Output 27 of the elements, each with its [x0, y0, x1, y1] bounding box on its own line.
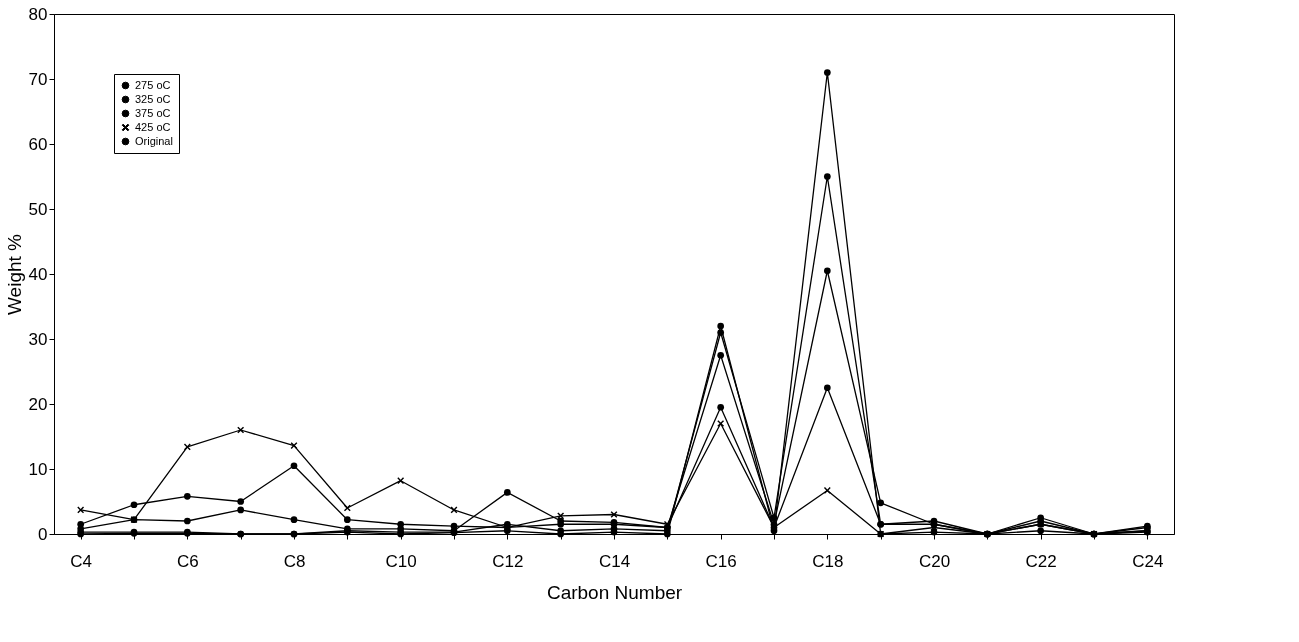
x-tick-label: C20 — [918, 551, 951, 571]
legend-label: 325 oC — [135, 92, 171, 105]
legend-label: 425 oC — [135, 120, 171, 133]
legend-label: 375 oC — [135, 106, 171, 119]
x-tick-label: C16 — [705, 551, 737, 571]
x-tick-label: C12 — [492, 551, 524, 571]
legend-label: 275 oC — [135, 78, 171, 91]
x-axis-title: Carbon Number — [546, 581, 683, 603]
x-tick-label: C18 — [812, 551, 844, 571]
y-tick-label: 50 — [28, 199, 48, 219]
x-tick-label: C4 — [70, 551, 93, 571]
y-tick-label: 80 — [28, 4, 48, 24]
y-tick-label: 10 — [28, 459, 48, 479]
x-tick-label: C10 — [385, 551, 417, 571]
y-tick-label: 60 — [28, 134, 48, 154]
x-tick-label: C24 — [1132, 551, 1164, 571]
legend-label: Original — [135, 134, 173, 147]
y-tick-label: 30 — [28, 329, 48, 349]
x-tick-label: C14 — [598, 551, 631, 571]
y-tick-label: 40 — [28, 264, 48, 284]
y-tick-label: 20 — [28, 394, 48, 414]
x-tick-label: C6 — [176, 551, 199, 571]
x-tick-label: C8 — [283, 551, 306, 571]
y-axis-title: Weight % — [3, 233, 25, 315]
x-tick-label: C22 — [1025, 551, 1057, 571]
y-tick-label: 70 — [28, 69, 48, 89]
y-tick-label: 0 — [38, 524, 48, 544]
